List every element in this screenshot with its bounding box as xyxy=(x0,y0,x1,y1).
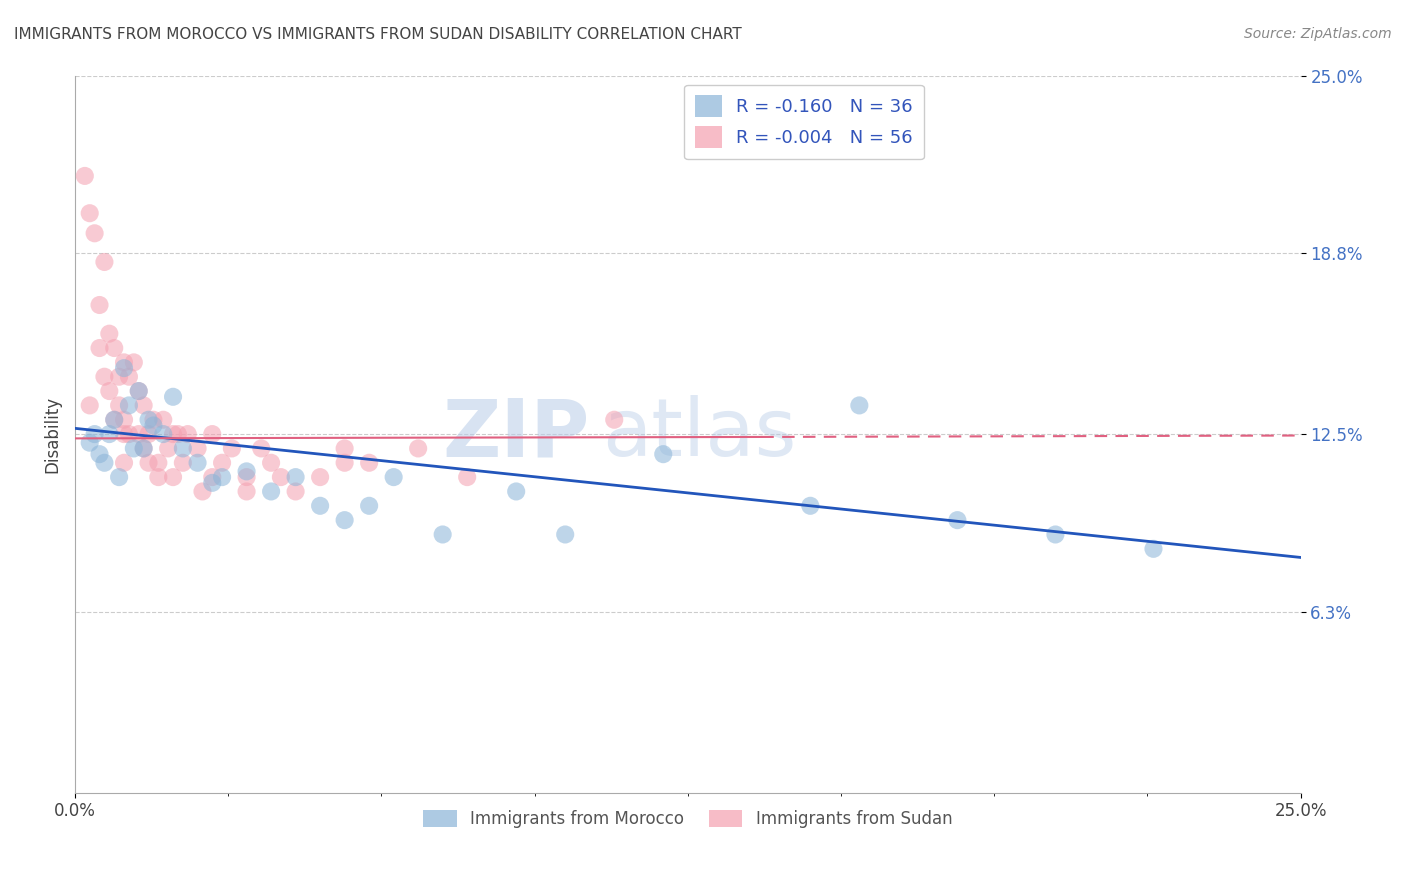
Point xyxy=(554,527,576,541)
Point xyxy=(201,475,224,490)
Point xyxy=(93,255,115,269)
Point xyxy=(93,456,115,470)
Point xyxy=(138,456,160,470)
Point xyxy=(112,427,135,442)
Point xyxy=(142,418,165,433)
Point xyxy=(406,442,429,456)
Point xyxy=(79,206,101,220)
Point xyxy=(309,499,332,513)
Y-axis label: Disability: Disability xyxy=(44,395,60,473)
Point xyxy=(250,442,273,456)
Point xyxy=(603,413,626,427)
Point xyxy=(211,470,233,484)
Point xyxy=(359,456,381,470)
Point xyxy=(162,390,184,404)
Point xyxy=(118,398,141,412)
Point xyxy=(505,484,527,499)
Text: Source: ZipAtlas.com: Source: ZipAtlas.com xyxy=(1244,27,1392,41)
Point xyxy=(157,442,180,456)
Point xyxy=(946,513,969,527)
Point xyxy=(138,413,160,427)
Point xyxy=(432,527,454,541)
Point xyxy=(89,447,111,461)
Point xyxy=(260,456,283,470)
Point xyxy=(456,470,478,484)
Point xyxy=(359,499,381,513)
Point xyxy=(191,484,214,499)
Point xyxy=(132,398,155,412)
Point xyxy=(122,355,145,369)
Point xyxy=(333,442,356,456)
Text: atlas: atlas xyxy=(602,395,796,473)
Point xyxy=(89,341,111,355)
Point xyxy=(187,442,209,456)
Point xyxy=(93,369,115,384)
Point xyxy=(221,442,243,456)
Point xyxy=(128,384,150,398)
Point xyxy=(138,427,160,442)
Point xyxy=(333,513,356,527)
Point xyxy=(148,470,170,484)
Point xyxy=(148,456,170,470)
Point xyxy=(848,398,870,412)
Point xyxy=(152,427,174,442)
Point xyxy=(1142,541,1164,556)
Point xyxy=(128,384,150,398)
Point xyxy=(83,427,105,442)
Point xyxy=(112,361,135,376)
Point xyxy=(103,341,125,355)
Point xyxy=(333,456,356,470)
Point xyxy=(167,427,190,442)
Point xyxy=(284,484,307,499)
Text: IMMIGRANTS FROM MOROCCO VS IMMIGRANTS FROM SUDAN DISABILITY CORRELATION CHART: IMMIGRANTS FROM MOROCCO VS IMMIGRANTS FR… xyxy=(14,27,742,42)
Point xyxy=(201,470,224,484)
Point xyxy=(118,369,141,384)
Point xyxy=(187,456,209,470)
Point xyxy=(79,398,101,412)
Point xyxy=(73,169,96,183)
Point xyxy=(1045,527,1067,541)
Point xyxy=(142,413,165,427)
Point xyxy=(235,484,257,499)
Point xyxy=(112,355,135,369)
Point xyxy=(98,384,121,398)
Point xyxy=(83,227,105,241)
Point xyxy=(211,456,233,470)
Point xyxy=(132,442,155,456)
Point xyxy=(118,427,141,442)
Point xyxy=(89,298,111,312)
Point xyxy=(260,484,283,499)
Point xyxy=(235,470,257,484)
Point xyxy=(201,427,224,442)
Point xyxy=(799,499,821,513)
Point xyxy=(132,442,155,456)
Point xyxy=(98,427,121,442)
Point xyxy=(108,398,131,412)
Point xyxy=(309,470,332,484)
Point xyxy=(162,427,184,442)
Point xyxy=(108,369,131,384)
Point xyxy=(79,435,101,450)
Point xyxy=(112,413,135,427)
Point xyxy=(108,470,131,484)
Point xyxy=(652,447,675,461)
Point xyxy=(98,326,121,341)
Point xyxy=(162,470,184,484)
Point xyxy=(172,442,194,456)
Point xyxy=(235,464,257,478)
Text: ZIP: ZIP xyxy=(443,395,589,473)
Point xyxy=(382,470,405,484)
Point xyxy=(103,413,125,427)
Point xyxy=(112,456,135,470)
Point xyxy=(284,470,307,484)
Point xyxy=(172,456,194,470)
Point xyxy=(103,413,125,427)
Legend: Immigrants from Morocco, Immigrants from Sudan: Immigrants from Morocco, Immigrants from… xyxy=(416,803,959,835)
Point xyxy=(122,442,145,456)
Point xyxy=(128,427,150,442)
Point xyxy=(152,413,174,427)
Point xyxy=(270,470,292,484)
Point xyxy=(177,427,200,442)
